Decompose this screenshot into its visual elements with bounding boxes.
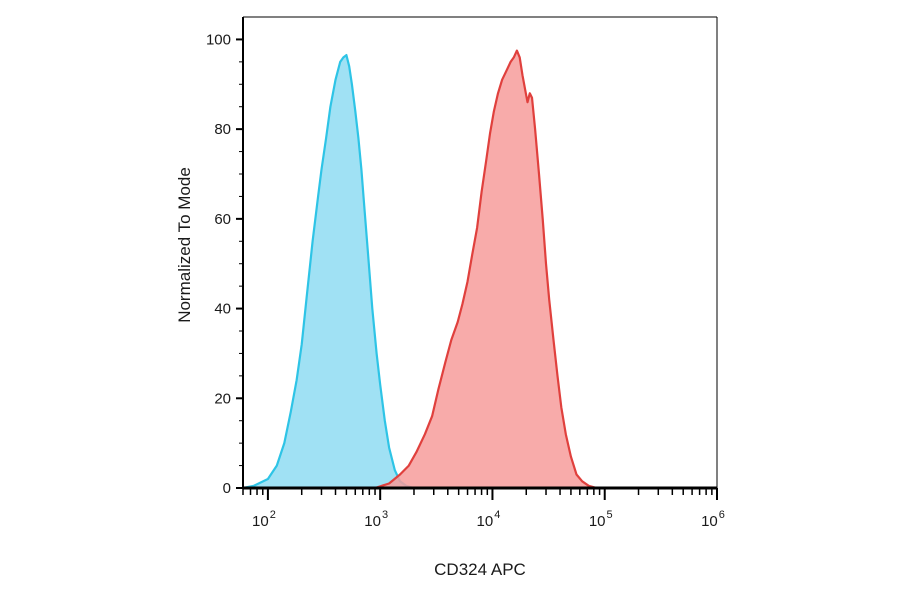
y-tick-label: 60 [214,211,231,228]
y-tick-label: 40 [214,301,231,318]
x-axis-title: CD324 APC [434,560,526,579]
series-line-2 [243,49,717,490]
x-tick-label: 106 [701,509,725,530]
series-fill-1 [243,55,717,488]
series-fill-2 [243,50,717,488]
y-tick-label: 100 [206,31,231,48]
x-tick-label: 105 [589,509,613,530]
x-tick-label: 102 [252,509,276,530]
series-line-1 [242,54,717,490]
y-tick-label: 20 [214,390,231,407]
y-tick-label: 0 [223,480,231,497]
series-layer [242,49,717,490]
y-axis-title: Normalized To Mode [175,167,194,323]
x-tick-label: 103 [364,509,388,530]
y-tick-label: 80 [214,121,231,138]
x-tick-label: 104 [477,509,501,530]
